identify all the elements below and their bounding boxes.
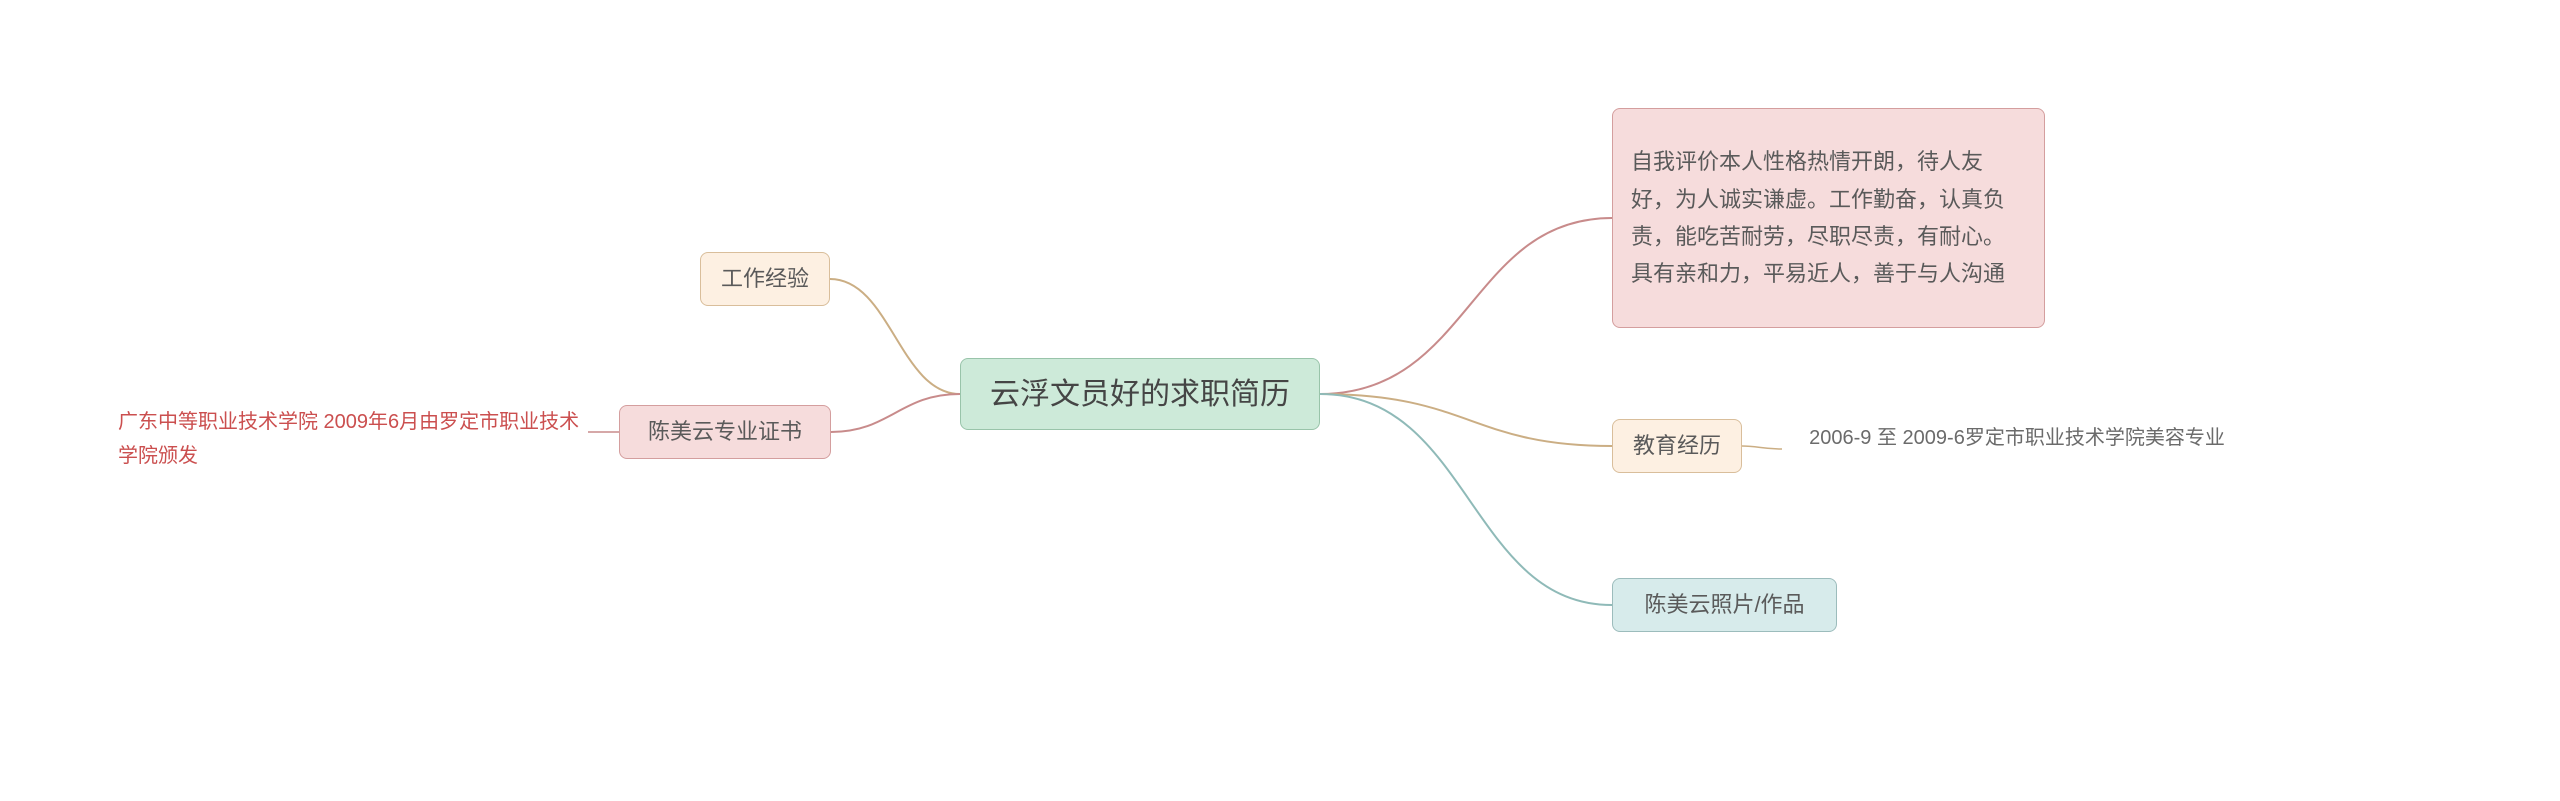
central-topic-label: 云浮文员好的求职简历	[990, 369, 1290, 420]
mindmap-stage: 云浮文员好的求职简历 工作经验 陈美云专业证书 自我评价本人性格热情开朗，待人友…	[0, 0, 2560, 801]
branch-label: 陈美云照片/作品	[1644, 586, 1804, 623]
branch-education[interactable]: 教育经历	[1612, 419, 1742, 473]
leaf-education-detail[interactable]: 2006-9 至 2009-6罗定市职业技术学院美容专业	[1782, 421, 2252, 455]
leaf-label: 2006-9 至 2009-6罗定市职业技术学院美容专业	[1809, 421, 2225, 455]
connector-edge	[831, 394, 960, 432]
branch-certificate[interactable]: 陈美云专业证书	[619, 405, 831, 459]
branch-label: 自我评价本人性格热情开朗，待人友好，为人诚实谦虚。工作勤奋，认真负责，能吃苦耐劳…	[1631, 143, 2026, 293]
connector-edge	[1320, 218, 1612, 394]
branch-label: 工作经验	[721, 260, 809, 297]
leaf-certificate-detail[interactable]: 广东中等职业技术学院 2009年6月由罗定市职业技术学院颁发	[118, 405, 588, 473]
branch-work-experience[interactable]: 工作经验	[700, 252, 830, 306]
branch-label: 教育经历	[1633, 427, 1721, 464]
central-topic[interactable]: 云浮文员好的求职简历	[960, 358, 1320, 430]
branch-photos-works[interactable]: 陈美云照片/作品	[1612, 578, 1837, 632]
leaf-label: 广东中等职业技术学院 2009年6月由罗定市职业技术学院颁发	[118, 405, 588, 473]
connector-edge	[1320, 394, 1612, 446]
connector-edge	[830, 279, 960, 394]
connector-edge	[1742, 446, 1782, 449]
branch-self-evaluation[interactable]: 自我评价本人性格热情开朗，待人友好，为人诚实谦虚。工作勤奋，认真负责，能吃苦耐劳…	[1612, 108, 2045, 328]
branch-label: 陈美云专业证书	[648, 413, 802, 450]
connector-edge	[1320, 394, 1612, 605]
